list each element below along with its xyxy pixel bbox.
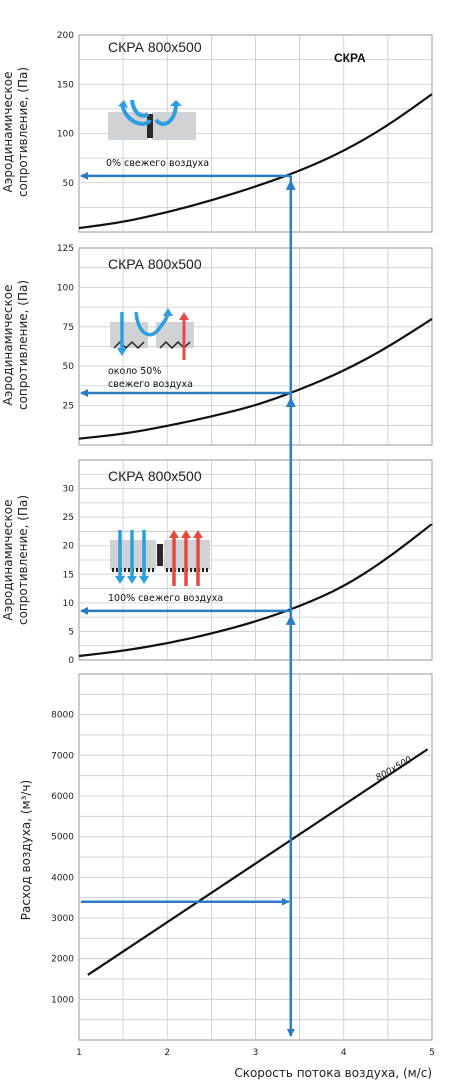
panel-4-ytick-0: 1000 xyxy=(51,995,74,1005)
panel-4-ytick-6: 7000 xyxy=(51,751,74,761)
panel-3-ytick-3: 15 xyxy=(63,570,74,580)
x-tick-4: 5 xyxy=(429,1048,435,1058)
x-tick-0: 1 xyxy=(76,1048,82,1058)
panel-3-ytick-6: 30 xyxy=(63,485,75,495)
panel-1-mode-label: 0% свежего воздуха xyxy=(106,158,209,169)
panel-1-curve xyxy=(78,93,433,230)
panel-1-ytick-0: 50 xyxy=(63,179,75,189)
panel-4-ytick-4: 5000 xyxy=(51,833,74,843)
panel-3-airflow-icon xyxy=(110,530,210,586)
panel-1-series-label: СКРА xyxy=(334,51,366,65)
panel-2-ytick-2: 75 xyxy=(63,323,74,333)
panel-2-up-arrowhead xyxy=(285,396,296,407)
panel-1-airflow-icon xyxy=(108,99,196,140)
panel-3-ylabel-line-2: сопротивление, (Па) xyxy=(16,495,30,625)
panel-2-curve xyxy=(78,317,433,440)
panel-1-ytick-3: 200 xyxy=(57,31,74,41)
panel-4-curve xyxy=(87,748,429,976)
panel-2-ylabel-line-2: сопротивление, (Па) xyxy=(16,280,30,410)
panel-3-ytick-4: 20 xyxy=(63,542,75,552)
panel-4-ytick-3: 4000 xyxy=(51,873,74,883)
panel-3-ytick-1: 5 xyxy=(68,627,74,637)
panel-2-mode-label-line-2: свежего воздуха xyxy=(108,379,193,390)
panel-3-curve xyxy=(78,523,433,658)
panel-2-ytick-0: 25 xyxy=(63,402,74,412)
x-tick-1: 2 xyxy=(164,1048,170,1058)
x-axis-label: Скорость потока воздуха, (м/с) xyxy=(234,1066,432,1080)
panel-2-ylabel-line-1: Аэродинамическое xyxy=(1,285,15,406)
x-tick-2: 3 xyxy=(253,1048,259,1058)
panel-2-mode-label-line-1: около 50% xyxy=(108,366,161,377)
panel-3-ytick-5: 25 xyxy=(63,513,74,523)
panel-4-ytick-7: 8000 xyxy=(51,711,74,721)
panel-4-ytick-2: 3000 xyxy=(51,914,74,924)
panel-4-ytick-5: 6000 xyxy=(51,792,74,802)
x-tick-3: 4 xyxy=(341,1048,347,1058)
panel-3-ytick-2: 10 xyxy=(63,599,75,609)
panel-2-ytick-3: 100 xyxy=(57,283,74,293)
panel-2-airflow-icon xyxy=(110,308,194,360)
panel-3-ytick-0: 0 xyxy=(68,656,74,666)
panel-2-ytick-1: 50 xyxy=(63,362,75,372)
panel-1-ytick-2: 150 xyxy=(57,80,74,90)
panel-1-ylabel-line-2: сопротивление, (Па) xyxy=(16,67,30,197)
panel-1-up-arrowhead xyxy=(285,179,296,190)
panel-1-title: СКРА 800x500 xyxy=(108,39,202,55)
panel-1-ylabel-line-1: Аэродинамическое xyxy=(1,72,15,193)
panel-2-ytick-4: 125 xyxy=(57,244,74,254)
panel-3-up-arrowhead xyxy=(285,614,296,625)
panel-4-ytick-1: 2000 xyxy=(51,955,74,965)
panel-1-ytick-1: 100 xyxy=(57,130,74,140)
panel-3-title: СКРА 800x500 xyxy=(108,468,202,484)
panel-3-mode-label: 100% свежего воздуха xyxy=(108,593,223,604)
panel-4-ylabel: Расход воздуха, (м³/ч) xyxy=(19,780,33,920)
panel-3-ylabel-line-1: Аэродинамическое xyxy=(1,500,15,621)
panel-2-title: СКРА 800x500 xyxy=(108,256,202,272)
